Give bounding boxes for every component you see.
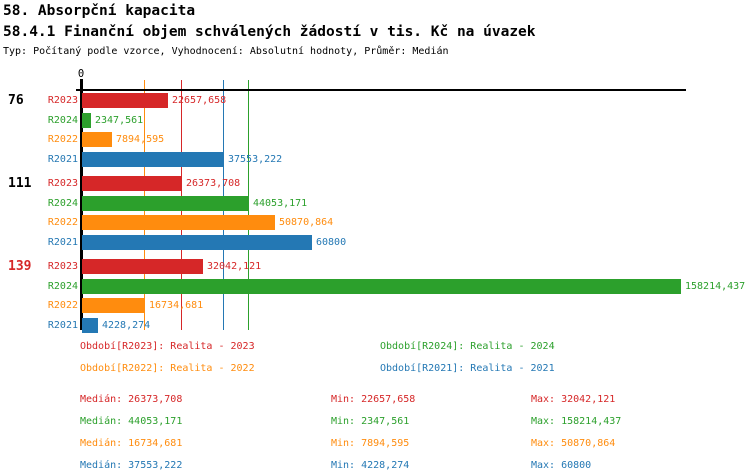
min-value-R2023: Min: 22657,658 [331,394,416,405]
y-axis-line [80,79,83,330]
median-value-R2024: Medián: 44053,171 [80,416,183,427]
bar-value-label: 16734,681 [149,300,204,311]
legend-item-R2023: Období[R2023]: Realita - 2023 [80,341,255,352]
min-value-R2021: Min: 4228,274 [331,460,410,471]
bar-R2021 [82,234,312,250]
bar-series-label: R2023 [47,178,78,189]
bar-R2023 [82,93,168,108]
bar-series-label: R2023 [47,95,78,106]
bar-R2024 [82,278,681,294]
bar-series-label: R2022 [47,217,78,228]
bar-value-label: 50870,864 [279,217,334,228]
bar-series-label: R2024 [47,280,78,292]
bar-R2024 [82,112,91,128]
max-value-R2023: Max: 32042,121 [531,394,616,405]
bar-series-label: R2022 [47,134,78,145]
bar-value-label: 4228,274 [102,319,151,331]
bar-series-label: R2021 [47,236,78,248]
bar-series-label: R2021 [47,153,78,165]
bar-R2021 [82,317,98,333]
legend-item-R2022: Období[R2022]: Realita - 2022 [80,363,255,374]
chart-meta: Typ: Počítaný podle vzorce, Vyhodnocení:… [3,46,449,57]
max-value-R2022: Max: 50870,864 [531,438,616,449]
median-value-R2021: Medián: 37553,222 [80,460,183,471]
bar-R2024 [82,195,249,211]
bar-series-label: R2023 [47,261,78,272]
bar-value-label: 32042,121 [207,261,262,272]
bar-series-label: R2024 [47,114,78,126]
x-axis-zero-label: 0 [77,68,85,80]
bar-value-label: 158214,437 [685,280,746,292]
bar-value-label: 2347,561 [95,114,144,126]
bar-value-label: 37553,222 [228,153,283,165]
bar-R2023 [82,259,203,274]
legend-item-R2024: Období[R2024]: Realita - 2024 [380,341,555,352]
bar-R2022 [82,132,112,147]
bar-value-label: 22657,658 [172,95,227,106]
median-value-R2023: Medián: 26373,708 [80,394,183,405]
bar-R2023 [82,176,182,191]
bar-series-label: R2022 [47,300,78,311]
x-axis-line [76,89,686,91]
bar-series-label: R2021 [47,319,78,331]
min-value-R2024: Min: 2347,561 [331,416,410,427]
legend-item-R2021: Období[R2021]: Realita - 2021 [380,363,555,374]
min-value-R2022: Min: 7894,595 [331,438,410,449]
page-title: 58. Absorpční kapacita [3,3,196,19]
max-value-R2021: Max: 60800 [531,460,592,471]
bar-R2022 [82,298,145,313]
bar-R2021 [82,151,224,167]
bar-value-label: 26373,708 [186,178,241,189]
group-label: 76 [8,93,24,108]
bar-value-label: 44053,171 [253,197,308,209]
bar-value-label: 7894,595 [116,134,165,145]
median-value-R2022: Medián: 16734,681 [80,438,183,449]
group-label: 111 [8,176,32,191]
bar-series-label: R2024 [47,197,78,209]
chart-title: 58.4.1 Finanční objem schválených žádost… [3,24,536,40]
bar-value-label: 60800 [316,236,347,248]
max-value-R2024: Max: 158214,437 [531,416,622,427]
bar-R2022 [82,215,275,230]
group-label: 139 [8,259,32,274]
